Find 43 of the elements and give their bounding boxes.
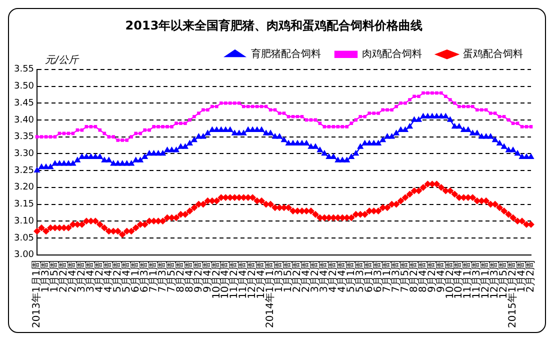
x-tick-label: 9月4周 <box>436 260 447 293</box>
y-tick-label: 3.00 <box>14 250 34 260</box>
x-tick-label: 7月1周 <box>148 260 160 293</box>
chart-title: 2013年以来全国育肥猪、肉鸡和蛋鸡配合饲料价格曲线 <box>125 18 423 32</box>
x-tick-label: 8月4周 <box>418 260 429 293</box>
y-tick-label: 3.45 <box>14 98 34 108</box>
x-tick-label: 8月2周 <box>175 260 186 293</box>
x-tick-label: 5月3周 <box>354 260 366 293</box>
y-tick-label: 3.40 <box>14 115 34 126</box>
legend-label: 育肥猪配合饲料 <box>251 48 321 60</box>
x-tick-label: 7月5周 <box>400 260 411 293</box>
x-tick-label: 6月3周 <box>372 260 384 293</box>
y-tick-label: 3.25 <box>14 166 34 176</box>
x-tick-label: 7月5周 <box>166 260 178 293</box>
y-tick-label: 3.05 <box>14 233 34 244</box>
x-tick-label: 9月2周 <box>193 260 204 293</box>
x-tick-label: 6月1周 <box>130 260 142 293</box>
x-tick-label: 7月3周 <box>157 260 168 293</box>
x-tick-label: 4月4周 <box>103 260 114 293</box>
x-tick-label: 6月1周 <box>364 260 375 293</box>
x-tick-label: 9月4周 <box>202 260 214 293</box>
y-tick-label: 3.10 <box>14 216 34 226</box>
y-tick-label: 3.55 <box>14 64 34 75</box>
x-tick-label: 7月1周 <box>382 260 393 293</box>
x-tick-label: 8月2周 <box>408 260 420 293</box>
y-tick-label: 3.30 <box>14 149 34 160</box>
x-tick-label: 8月4周 <box>184 260 196 293</box>
x-tick-label: 4月4周 <box>336 260 348 293</box>
y-tick-label: 3.35 <box>14 132 34 142</box>
y-tick-label: 3.20 <box>14 182 34 193</box>
y-axis-title: 元/公斤 <box>45 54 80 66</box>
legend-label: 肉鸡配合饲料 <box>362 48 422 60</box>
x-tick-label: 5月4周 <box>121 260 132 293</box>
x-tick-label: 2月2周 <box>526 260 537 293</box>
legend-label: 蛋鸡配合饲料 <box>463 48 523 60</box>
y-tick-label: 3.15 <box>14 200 34 210</box>
x-tick-label: 4月2周 <box>94 260 106 293</box>
x-tick-label: 7月3周 <box>390 260 402 293</box>
x-tick-label: 9月2周 <box>426 260 438 293</box>
x-tick-label: 5月1周 <box>346 260 357 293</box>
x-tick-label: 6月3周 <box>139 260 150 293</box>
x-tick-label: 5月2周 <box>112 260 124 293</box>
y-tick-label: 3.50 <box>14 82 34 92</box>
